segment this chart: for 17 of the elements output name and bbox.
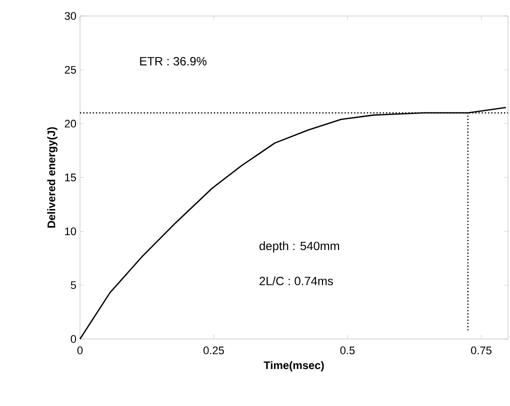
x-tick-label: 0 [77, 346, 83, 354]
x-axis-title: Time(msec) [264, 361, 324, 372]
y-axis-title: Delivered energy(J) [47, 127, 58, 228]
y-tick-label: 15 [65, 174, 76, 182]
x-tick-label: 0.25 [204, 346, 224, 354]
y-tick-label: 20 [64, 120, 76, 128]
y-tick-label: 25 [64, 66, 76, 74]
y-tick-label: 30 [64, 12, 76, 20]
annotation: depth : 540mm [260, 241, 340, 253]
annotation: ETR : 36.9% [140, 56, 206, 66]
annotation: 2L/C : 0.74ms [260, 276, 333, 286]
y-tick-label: 0 [70, 335, 76, 343]
y-tick-label: 5 [70, 281, 76, 289]
x-tick-label: 0.75 [471, 346, 492, 354]
x-tick-label: 0.5 [340, 346, 355, 354]
line-series [79, 106, 507, 340]
y-tick-label: 10 [65, 227, 76, 236]
